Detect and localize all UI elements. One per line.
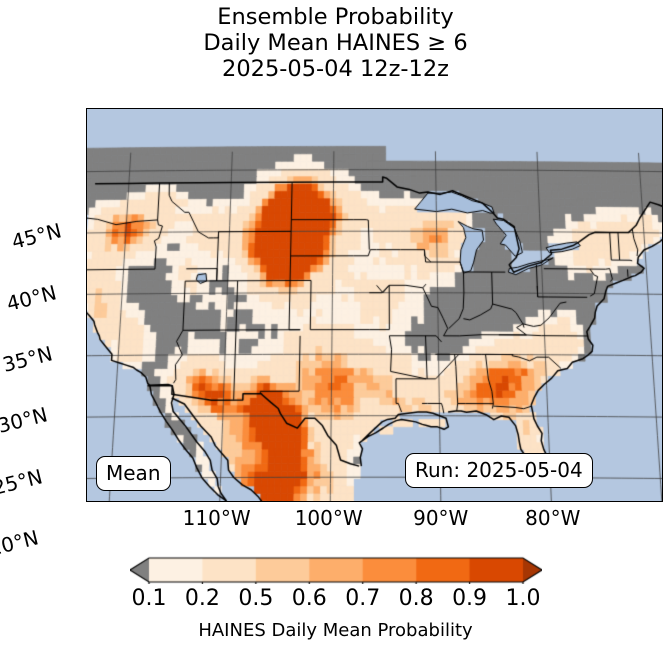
- lon-tick-80°W: 80°W: [525, 506, 581, 530]
- page-title: Ensemble Probability Daily Mean HAINES ≥…: [0, 4, 671, 82]
- lon-tick-100°W: 100°W: [294, 506, 363, 530]
- lat-tick-40°N: 40°N: [4, 279, 60, 316]
- map-plot-area[interactable]: [86, 108, 663, 502]
- title-line-1: Ensemble Probability: [217, 4, 454, 30]
- title-line-2: Daily Mean HAINES ≥ 6: [203, 30, 468, 57]
- probability-heatmap-canvas: [87, 109, 662, 501]
- colorbar-tick-0.8: 0.8: [398, 586, 434, 611]
- lat-tick-25°N: 25°N: [0, 464, 46, 500]
- colorbar-tick-0.5: 0.5: [238, 586, 274, 611]
- lat-tick-30°N: 30°N: [0, 402, 50, 439]
- lat-tick-20°N: 20°N: [0, 525, 41, 562]
- colorbar-tick-labels: 0.1 0.2 0.5 0.6 0.7 0.8 0.9 1.0: [0, 586, 671, 614]
- run-annotation-box: Run: 2025-05-04: [405, 453, 593, 488]
- colorbar: [130, 556, 542, 584]
- lat-tick-45°N: 45°N: [9, 218, 64, 255]
- mean-annotation-box: Mean: [96, 456, 171, 491]
- lon-tick-90°W: 90°W: [413, 506, 469, 530]
- colorbar-gradient: [130, 556, 542, 584]
- colorbar-tick-0.2: 0.2: [184, 586, 220, 611]
- title-line-3: 2025-05-04 12z-12z: [222, 56, 449, 83]
- colorbar-tick-1.0: 1.0: [505, 586, 541, 611]
- colorbar-tick-0.9: 0.9: [452, 586, 488, 611]
- lon-tick-110°W: 110°W: [182, 506, 251, 530]
- colorbar-tick-0.1: 0.1: [131, 586, 167, 611]
- colorbar-tick-0.7: 0.7: [345, 586, 381, 611]
- colorbar-tick-0.6: 0.6: [291, 586, 327, 611]
- lat-tick-35°N: 35°N: [0, 341, 55, 377]
- colorbar-title: HAINES Daily Mean Probability: [198, 620, 473, 641]
